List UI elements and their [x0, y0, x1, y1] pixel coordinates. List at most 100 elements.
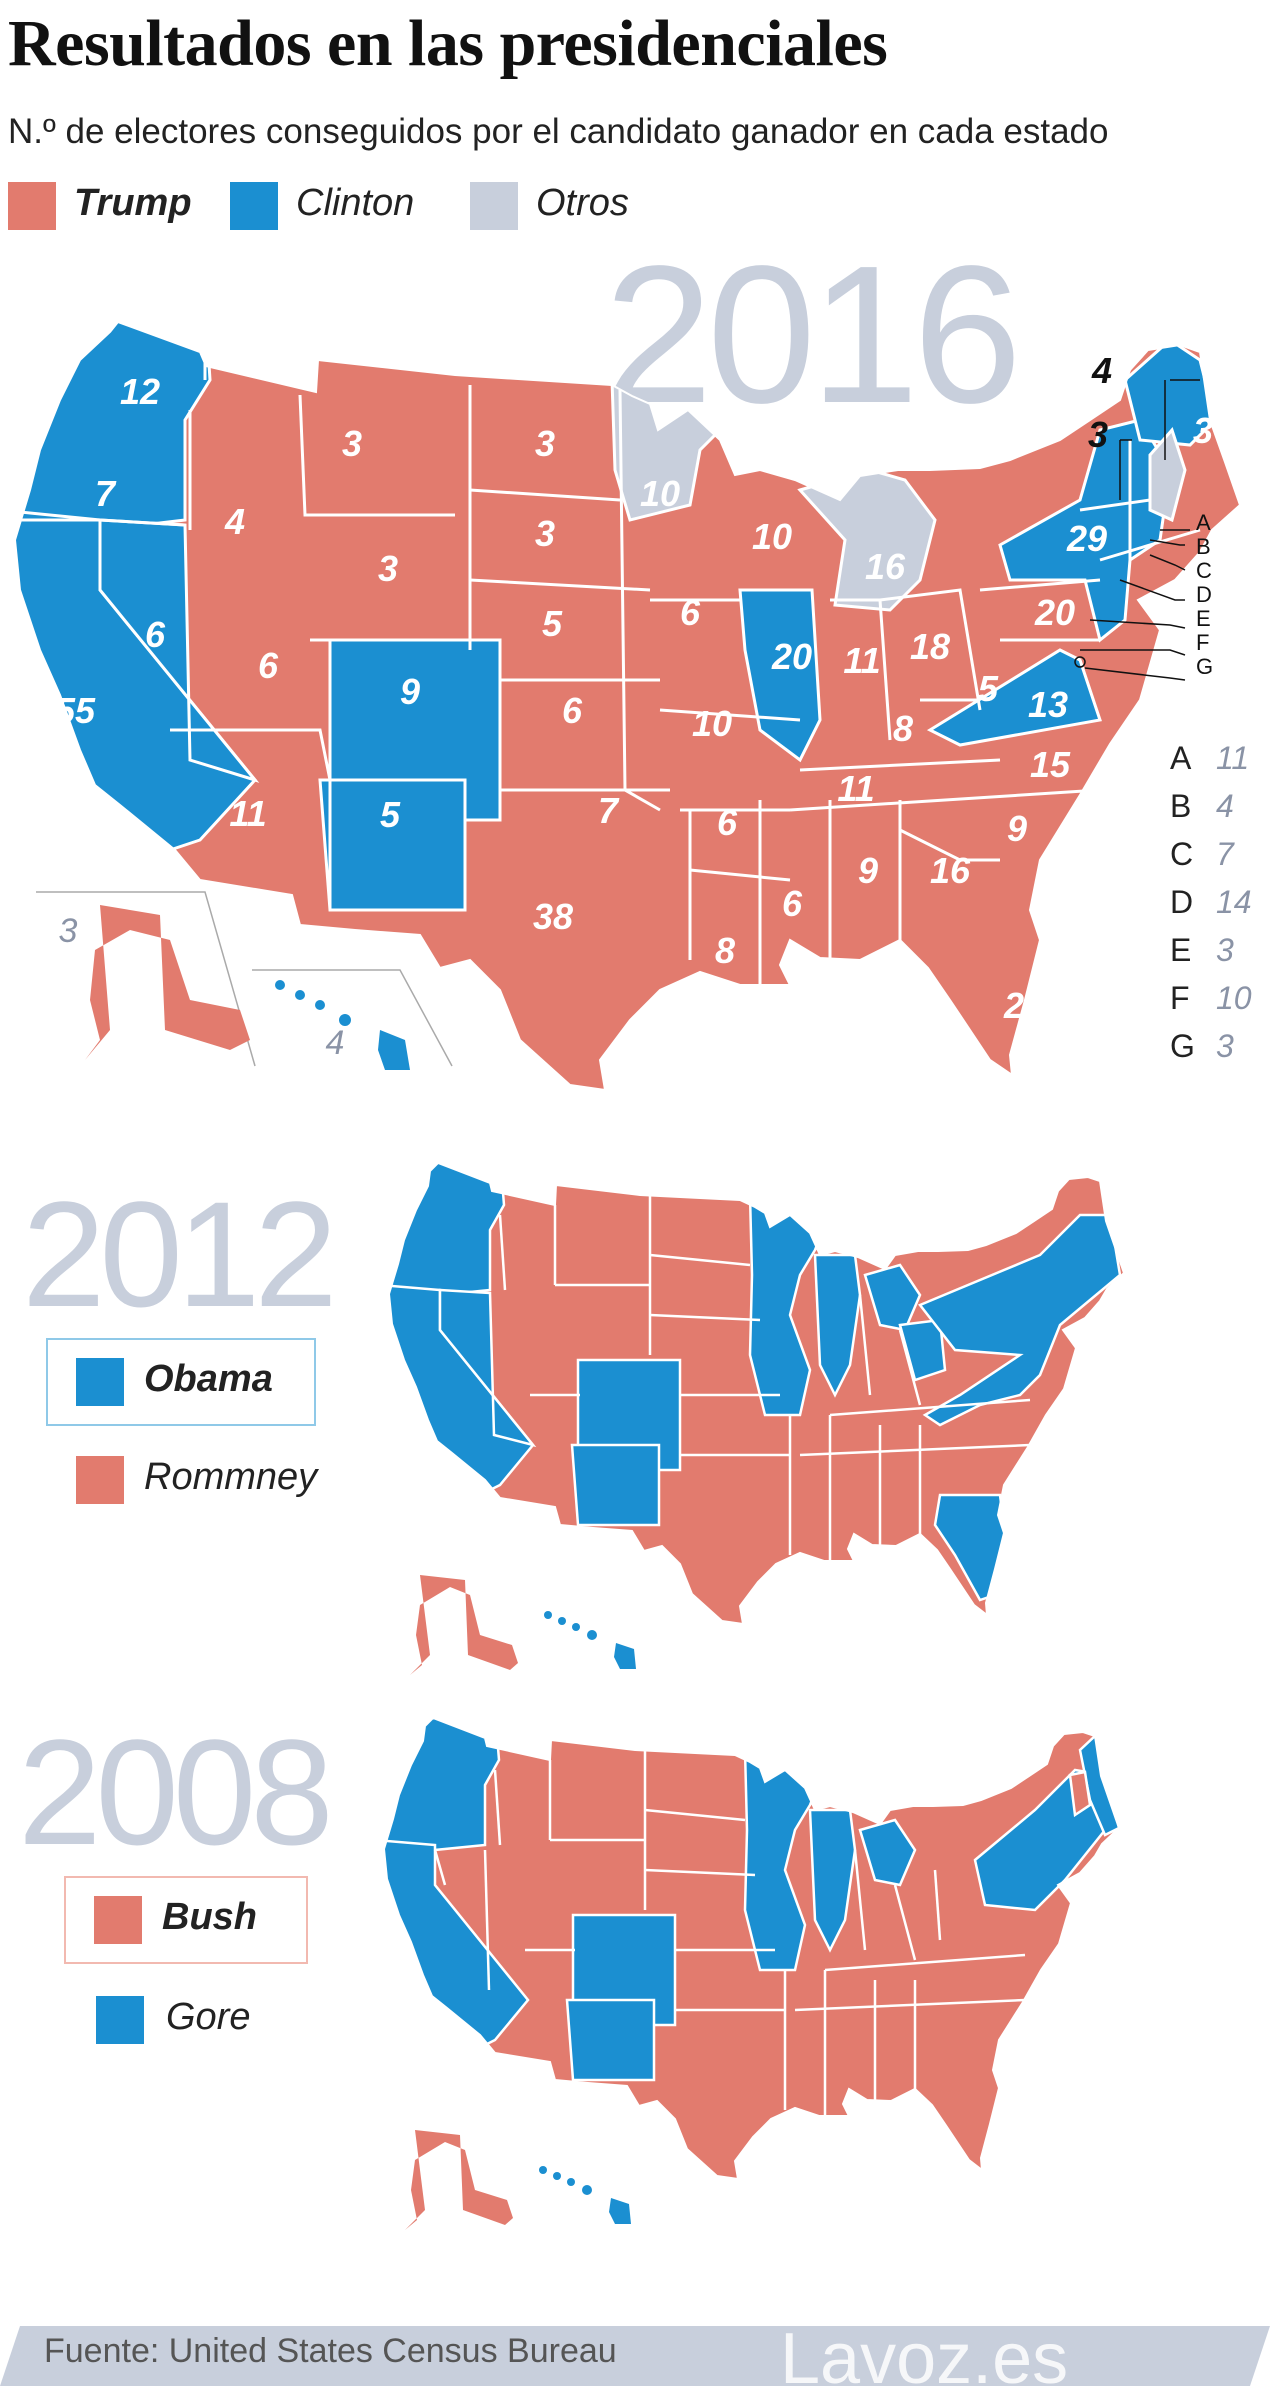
- small-state-value: 3: [1216, 932, 1234, 968]
- map-2012-nm: [570, 1443, 661, 1527]
- callout-letters: A B C D E F G: [1196, 511, 1213, 679]
- legend-label-trump: Trump: [74, 182, 192, 224]
- state-hi: [275, 980, 410, 1070]
- legend-swatch-obama: [76, 1358, 124, 1406]
- state-label-pa: 20: [1034, 592, 1076, 633]
- callout-lines: [1074, 379, 1200, 681]
- state-label-co: 9: [399, 671, 421, 712]
- small-state-value: 4: [1216, 788, 1234, 824]
- state-label-wy: 3: [377, 548, 399, 589]
- state-label-mi: 16: [864, 546, 906, 587]
- state-label-ky: 8: [892, 708, 914, 749]
- state-va: [926, 648, 1102, 747]
- callout-g: G: [1196, 654, 1214, 679]
- state-label-ok: 7: [597, 790, 619, 831]
- legend-2012-obama-box: Obama: [46, 1338, 316, 1426]
- map-2008-nh: [1068, 1770, 1092, 1818]
- state-label-il: 20: [771, 636, 813, 677]
- state-label-vt: 3: [1087, 414, 1109, 455]
- small-states-table: A 11 B 4 C 7 D 14 E 3 F 10 G 3: [1170, 740, 1280, 1076]
- state-label-nm: 5: [379, 794, 401, 835]
- state-label-ks: 6: [561, 690, 583, 731]
- small-state-row-d: D 14: [1170, 884, 1280, 932]
- legend-item-trump: [8, 182, 56, 235]
- state-label-ak: 3: [58, 912, 78, 950]
- map-2008-ak-hi: [405, 2130, 631, 2230]
- state-label-nh: 4: [1091, 350, 1113, 391]
- legend-label-obama: Obama: [144, 1358, 273, 1400]
- state-label-nv: 6: [144, 614, 166, 655]
- small-state-row-f: F 10: [1170, 980, 1280, 1028]
- small-state-letter: E: [1170, 932, 1192, 968]
- state-label-or: 7: [94, 473, 116, 514]
- legend-swatch-trump: [8, 182, 56, 230]
- map-2008: [383, 1717, 1120, 2230]
- state-nm: [318, 778, 467, 912]
- state-label-la: 8: [714, 930, 736, 971]
- small-state-value: 10: [1216, 980, 1252, 1016]
- state-label-mn: 10: [639, 473, 681, 514]
- callout-b: B: [1196, 534, 1211, 559]
- state-label-wi: 10: [751, 516, 793, 557]
- state-ny-ne: [998, 418, 1172, 643]
- small-state-row-a: A 11: [1170, 740, 1280, 788]
- map-2008-co: [571, 1913, 677, 2027]
- map-2012-co: [576, 1358, 682, 1472]
- legend-label-clinton: Clinton: [296, 182, 415, 224]
- small-state-letter: A: [1170, 740, 1192, 776]
- footer-source: Fuente: United States Census Bureau: [44, 2332, 617, 2370]
- map-2012-oh: [898, 1318, 947, 1382]
- small-state-letter: B: [1170, 788, 1192, 824]
- legend-swatch-clinton: [230, 182, 278, 230]
- small-state-letter: F: [1170, 980, 1190, 1016]
- callout-c: C: [1196, 558, 1212, 583]
- state-label-wa: 12: [119, 371, 161, 412]
- map-2016: [14, 321, 1241, 1091]
- small-state-value: 14: [1216, 884, 1252, 920]
- state-label-az: 11: [229, 793, 267, 834]
- state-label-ia: 6: [679, 592, 701, 633]
- legend-label-otros: Otros: [536, 182, 629, 224]
- state-label-ar: 6: [716, 802, 738, 843]
- inset-ak-hi: [36, 891, 453, 1070]
- state-label-oh: 18: [909, 626, 951, 667]
- map-2008-mi: [858, 1818, 917, 1887]
- state-label-hi: 4: [325, 1024, 345, 1062]
- map-2012-ak-hi: [410, 1575, 636, 1675]
- brand-logo: Lavoz.es: [780, 2319, 1069, 2399]
- state-label-fl: 29: [1003, 985, 1045, 1026]
- small-state-letter: D: [1170, 884, 1194, 920]
- legend-label-gore: Gore: [166, 1996, 251, 2038]
- page-subtitle: N.º de electores conseguidos por el cand…: [8, 112, 1109, 151]
- small-state-letter: G: [1170, 1028, 1195, 1064]
- state-label-ga: 16: [929, 850, 971, 891]
- legend-swatch-gore: [96, 1996, 144, 2044]
- state-label-nc: 15: [1029, 744, 1071, 785]
- legend-label-bush: Bush: [162, 1896, 257, 1938]
- small-state-value: 11: [1216, 740, 1250, 776]
- state-label-ut: 6: [257, 645, 279, 686]
- legend-2008-bush-box: Bush: [64, 1876, 308, 1964]
- state-label-in: 11: [843, 640, 881, 681]
- callout-e: E: [1196, 606, 1211, 631]
- state-label-me: 3: [1192, 410, 1214, 451]
- small-state-value: 3: [1216, 1028, 1234, 1064]
- footer-bar: [0, 2326, 1270, 2386]
- state-label-mo: 10: [691, 703, 733, 744]
- legend-swatch-bush: [94, 1896, 142, 1944]
- state-label-ne: 5: [541, 603, 563, 644]
- state-label-ca: 55: [54, 690, 96, 731]
- state-label-tx: 38: [532, 896, 574, 937]
- state-label-sd: 3: [534, 513, 556, 554]
- legend-item-otros: [470, 182, 518, 235]
- state-label-nd: 3: [534, 423, 556, 464]
- page-title: Resultados en las presidenciales: [8, 7, 888, 80]
- map-2012: [388, 1162, 1125, 1675]
- year-label-2012: 2012: [22, 1170, 338, 1338]
- callout-a: A: [1196, 510, 1211, 535]
- callout-d: D: [1196, 582, 1212, 607]
- legend-item-clinton: [230, 182, 278, 235]
- small-state-letter: C: [1170, 836, 1194, 872]
